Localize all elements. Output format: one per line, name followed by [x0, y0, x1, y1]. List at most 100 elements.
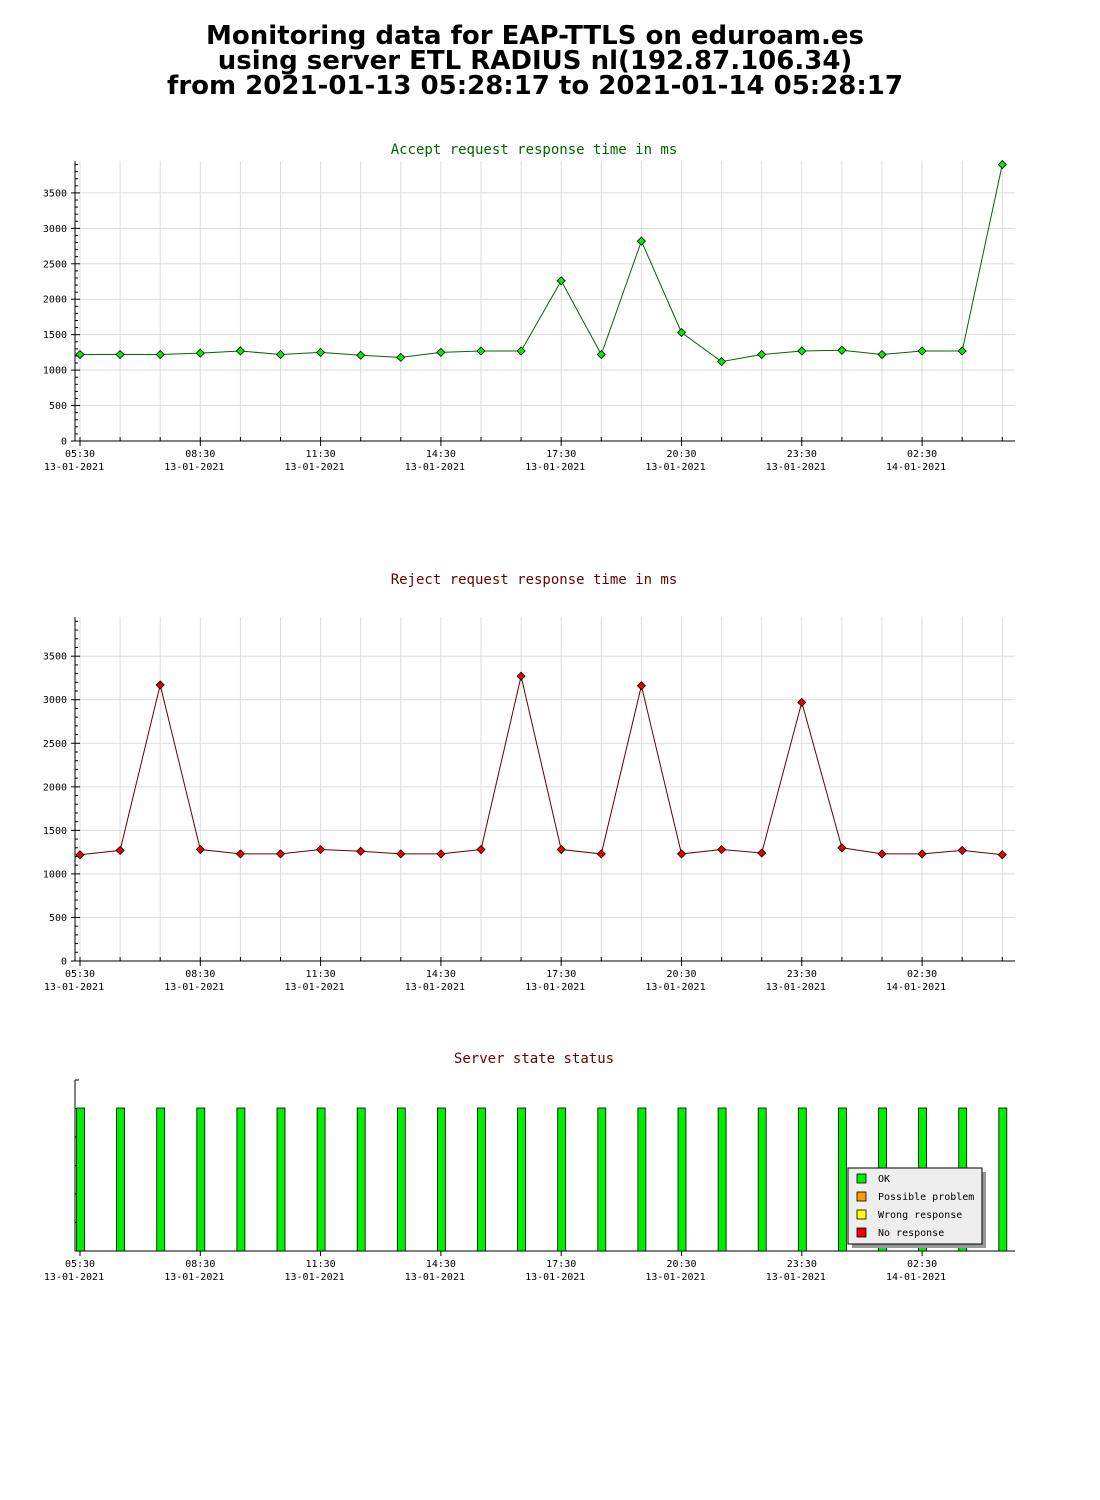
- x-tick-label-time: 11:30: [306, 1259, 336, 1270]
- x-tick-label-time: 11:30: [306, 449, 336, 460]
- reject-data-point: [356, 846, 366, 856]
- x-tick-label-time: 14:30: [426, 969, 456, 980]
- status-bar: [76, 1107, 85, 1252]
- y-tick-label: 0: [61, 437, 67, 448]
- x-tick-label-time: 23:30: [787, 449, 817, 460]
- y-tick-label: 3500: [43, 188, 67, 199]
- legend-label: Wrong response: [878, 1210, 962, 1221]
- reject-data-point: [275, 849, 286, 859]
- x-tick-label-time: 08:30: [185, 969, 215, 980]
- y-tick-label: 2000: [43, 782, 67, 793]
- x-tick-label-date: 13-01-2021: [164, 462, 224, 473]
- accept-data-point: [316, 347, 326, 357]
- reject-data-point: [797, 697, 807, 707]
- y-tick-label: 1500: [43, 826, 67, 837]
- legend-swatch: [856, 1173, 867, 1184]
- accept-data-point: [516, 346, 526, 356]
- reject-data-point: [396, 849, 406, 859]
- y-tick-label: 2500: [43, 259, 67, 270]
- y-tick-label: 3500: [43, 652, 67, 663]
- status-bar: [998, 1107, 1008, 1252]
- reject-data-point: [957, 845, 967, 855]
- status-bar: [517, 1107, 526, 1252]
- x-tick-label-date: 13-01-2021: [525, 982, 585, 993]
- accept-data-point: [757, 349, 767, 360]
- reject-data-point: [436, 849, 446, 859]
- y-tick-label: 1000: [43, 366, 67, 377]
- legend-label: OK: [878, 1174, 890, 1185]
- status-bar: [316, 1107, 326, 1252]
- x-tick-label-date: 13-01-2021: [44, 462, 104, 473]
- x-tick-label-date: 13-01-2021: [284, 462, 344, 473]
- y-tick-label: 500: [49, 401, 67, 412]
- accept-data-point: [837, 345, 847, 355]
- accept-data-point: [195, 348, 205, 358]
- x-tick-label-time: 23:30: [787, 969, 817, 980]
- y-tick-label: 500: [49, 913, 67, 924]
- x-tick-label-date: 13-01-2021: [766, 1272, 826, 1283]
- x-tick-label-date: 14-01-2021: [886, 1272, 946, 1283]
- x-tick-label-time: 23:30: [787, 1259, 817, 1270]
- x-tick-label-time: 17:30: [546, 449, 576, 460]
- reject-data-point: [636, 681, 646, 691]
- reject-data-point: [556, 844, 566, 855]
- x-tick-label-date: 13-01-2021: [44, 982, 104, 993]
- reject-data-point: [195, 844, 205, 855]
- status-bar: [356, 1107, 366, 1252]
- accept-data-point: [997, 159, 1007, 170]
- reject-data-point: [155, 680, 165, 690]
- page-title: Monitoring data for EAP-TTLS on eduroam.…: [0, 21, 1070, 99]
- accept-series-line: [80, 164, 1003, 363]
- x-tick-label-date: 13-01-2021: [766, 462, 826, 473]
- x-tick-label-date: 13-01-2021: [405, 1272, 465, 1283]
- y-tick-label: 1000: [43, 869, 67, 880]
- legend-label: No response: [878, 1228, 944, 1239]
- y-tick-label: 3000: [43, 695, 67, 706]
- y-tick-label: 3000: [43, 224, 67, 235]
- title-line-2: using server ETL RADIUS nl(192.87.106.34…: [217, 46, 853, 76]
- x-tick-label-date: 13-01-2021: [766, 982, 826, 993]
- x-tick-label-date: 13-01-2021: [405, 462, 465, 473]
- status-bar: [236, 1107, 246, 1252]
- accept-data-point: [556, 276, 566, 286]
- x-tick-label-time: 08:30: [185, 449, 215, 460]
- status-bar: [637, 1107, 647, 1252]
- x-tick-label-time: 02:30: [907, 1259, 937, 1270]
- reject-data-point: [235, 849, 245, 859]
- accept-data-point: [717, 357, 727, 367]
- status-bar: [797, 1107, 807, 1252]
- legend-swatch: [856, 1227, 867, 1238]
- status-bar: [276, 1107, 286, 1252]
- reject-data-point: [757, 848, 767, 858]
- title-line-1: Monitoring data for EAP-TTLS on eduroam.…: [206, 21, 864, 51]
- status-bar: [477, 1107, 486, 1252]
- y-tick-label: 1500: [43, 330, 67, 341]
- accept-data-point: [115, 349, 125, 360]
- accept-data-point: [396, 352, 406, 362]
- reject-data-point: [717, 844, 727, 855]
- x-tick-label-date: 13-01-2021: [405, 982, 465, 993]
- x-tick-label-time: 14:30: [426, 1259, 456, 1270]
- status-bar: [597, 1107, 607, 1252]
- accept-data-point: [957, 346, 967, 356]
- status-bar: [838, 1107, 847, 1252]
- x-tick-label-time: 05:30: [65, 1259, 95, 1270]
- status-bar: [557, 1107, 567, 1252]
- reject-data-point: [516, 671, 526, 681]
- accept-data-point: [155, 349, 165, 360]
- reject-data-point: [676, 849, 687, 859]
- reject-data-point: [997, 850, 1007, 860]
- x-tick-label-date: 13-01-2021: [645, 1272, 705, 1283]
- x-tick-label-time: 20:30: [666, 449, 696, 460]
- accept-data-point: [75, 349, 85, 360]
- x-tick-label-date: 13-01-2021: [164, 1272, 224, 1283]
- x-tick-label-date: 13-01-2021: [284, 1272, 344, 1283]
- status-bar: [436, 1107, 446, 1252]
- x-tick-label-date: 13-01-2021: [44, 1272, 104, 1283]
- accept-data-point: [636, 236, 646, 246]
- y-tick-label: 2000: [43, 295, 67, 306]
- y-tick-label: 0: [61, 957, 67, 968]
- legend-swatch: [856, 1191, 867, 1202]
- reject-data-point: [316, 844, 326, 855]
- x-tick-label-time: 17:30: [546, 1259, 576, 1270]
